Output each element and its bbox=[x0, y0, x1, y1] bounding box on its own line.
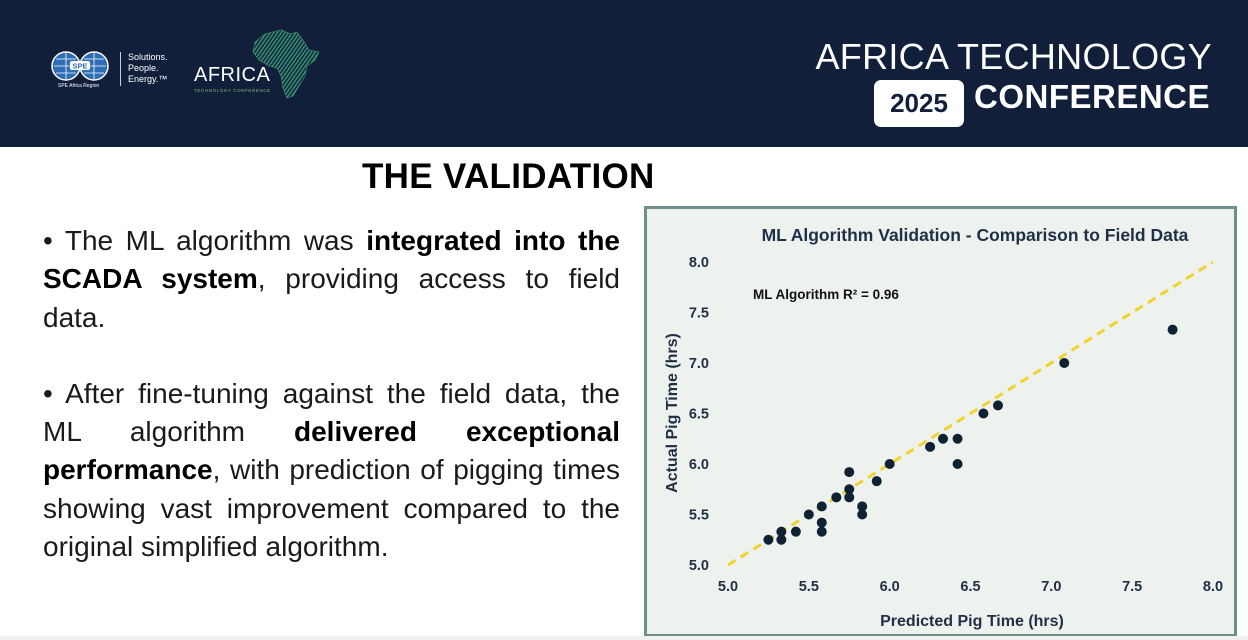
data-point bbox=[831, 492, 842, 503]
data-point bbox=[925, 441, 936, 452]
data-point bbox=[871, 476, 882, 487]
spe-brand-text: SPE bbox=[72, 61, 87, 70]
y-tick-label: 5.5 bbox=[689, 508, 709, 524]
data-point bbox=[884, 459, 895, 469]
data-point bbox=[992, 400, 1003, 411]
data-point bbox=[844, 467, 855, 478]
data-point bbox=[857, 501, 868, 512]
x-tick-label: 8.0 bbox=[1203, 579, 1223, 595]
y-tick-label: 7.5 bbox=[689, 306, 709, 322]
data-point bbox=[816, 501, 827, 512]
x-tick-label: 5.0 bbox=[718, 579, 738, 595]
data-point bbox=[952, 459, 963, 469]
bullet-item: • After fine-tuning against the field da… bbox=[43, 375, 620, 566]
data-point bbox=[763, 534, 774, 545]
x-tick-label: 7.0 bbox=[1041, 579, 1061, 595]
header-banner: SPE SPE Africa Region Solutions. People.… bbox=[0, 0, 1248, 147]
data-point bbox=[790, 526, 801, 537]
y-tick-label: 6.0 bbox=[689, 457, 709, 473]
africa-logo-word: AFRICA bbox=[194, 64, 271, 86]
data-point bbox=[978, 408, 989, 419]
africa-logo-subtitle: TECHNOLOGY CONFERENCE bbox=[194, 88, 271, 93]
bullet-emphasis: integrated into the SCADA system bbox=[43, 225, 620, 295]
slide-title: THE VALIDATION bbox=[362, 157, 655, 196]
bullet-item: • The ML algorithm was integrated into t… bbox=[43, 222, 620, 337]
bullet-text: , providing access to field data. bbox=[43, 263, 621, 333]
conference-title-line1: AFRICA TECHNOLOGY bbox=[815, 36, 1212, 77]
validation-chart: ML Algorithm Validation - Comparison to … bbox=[644, 206, 1237, 637]
bullet-text: • The ML algorithm was bbox=[43, 225, 367, 256]
y-tick-label: 8.0 bbox=[689, 255, 709, 271]
y-tick-label: 5.0 bbox=[689, 558, 709, 574]
data-point bbox=[776, 526, 787, 537]
x-tick-label: 7.5 bbox=[1122, 579, 1142, 595]
spe-globe-icon: SPE bbox=[51, 51, 109, 81]
r-squared-annotation: ML Algorithm R² = 0.96 bbox=[753, 287, 899, 302]
spe-region-label: SPE Africa Region bbox=[58, 83, 100, 89]
x-axis-label: Predicted Pig Time (hrs) bbox=[880, 613, 1064, 630]
x-tick-label: 6.5 bbox=[960, 579, 980, 595]
x-tick-label: 5.5 bbox=[799, 579, 819, 595]
africa-map-icon bbox=[252, 29, 320, 99]
reference-line bbox=[727, 260, 1214, 567]
data-point bbox=[816, 526, 827, 537]
chart-title: ML Algorithm Validation - Comparison to … bbox=[762, 225, 1189, 245]
x-tick-label: 6.0 bbox=[880, 579, 900, 595]
data-point bbox=[816, 517, 827, 528]
bullet-text: , with prediction of pigging times showi… bbox=[43, 454, 620, 563]
data-point bbox=[844, 492, 855, 503]
conference-year-badge: 2025 bbox=[874, 80, 964, 127]
data-point bbox=[857, 509, 868, 520]
data-point bbox=[1059, 358, 1070, 368]
logo-divider bbox=[120, 52, 121, 86]
data-point bbox=[844, 484, 855, 495]
bullet-list: • The ML algorithm was integrated into t… bbox=[43, 222, 620, 566]
spe-logo: SPE SPE Africa Region Solutions. People.… bbox=[50, 50, 170, 92]
conference-title-line2: CONFERENCE bbox=[974, 78, 1211, 115]
data-point bbox=[1167, 324, 1178, 335]
bullet-emphasis: delivered exceptional performance bbox=[43, 416, 620, 486]
bullet-text: • After fine-tuning against the field da… bbox=[43, 377, 620, 448]
y-tick-label: 7.0 bbox=[689, 356, 709, 372]
scatter-plot: ML Algorithm Validation - Comparison to … bbox=[664, 225, 1223, 630]
y-tick-label: 6.5 bbox=[689, 407, 709, 423]
data-point bbox=[776, 534, 787, 545]
data-point bbox=[938, 433, 949, 444]
africa-conference-logo: AFRICA TECHNOLOGY CONFERENCE bbox=[192, 28, 332, 103]
footer-strip bbox=[0, 636, 1248, 640]
data-point bbox=[803, 509, 814, 520]
y-axis-label: Actual Pig Time (hrs) bbox=[664, 333, 681, 493]
data-point bbox=[952, 433, 963, 444]
spe-tagline: Solutions. People. Energy.™ bbox=[128, 52, 168, 84]
